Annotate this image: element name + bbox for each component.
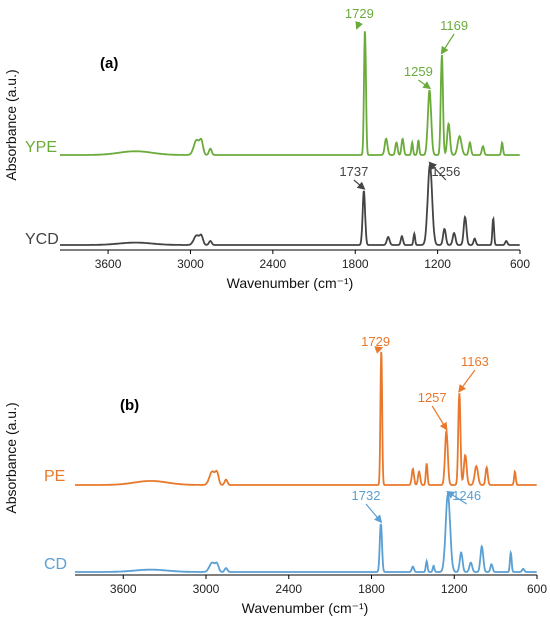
panel-b-lines xyxy=(75,351,537,573)
x-tick-label: 1200 xyxy=(441,582,468,596)
peak-label: 1729 xyxy=(361,334,390,349)
peak-label: 1732 xyxy=(352,488,381,503)
x-tick-label: 1800 xyxy=(358,582,385,596)
panel-b-y-title: Absorbance (a.u.) xyxy=(3,402,19,513)
series-line-ycd xyxy=(60,161,520,246)
panel-b-label: (b) xyxy=(120,397,139,414)
series-label-pe: PE xyxy=(44,468,65,485)
series-line-ype xyxy=(60,31,520,156)
series-label-ype: YPE xyxy=(25,139,57,156)
x-tick-label: 3000 xyxy=(193,582,220,596)
x-tick-label: 1800 xyxy=(342,257,369,271)
peak-arrow xyxy=(418,79,432,90)
peak-arrow xyxy=(431,405,448,431)
peak-label: 1169 xyxy=(440,18,468,33)
x-tick-label: 3600 xyxy=(110,582,137,596)
peak-label: 1246 xyxy=(452,488,481,503)
peak-arrow xyxy=(353,179,366,190)
series-label-cd: CD xyxy=(44,556,67,573)
peak-arrow xyxy=(355,20,363,30)
panel-a: 3600 3000 2400 1800 1200 600 1729 1259 1169 1737… xyxy=(3,6,530,291)
x-tick-label: 3000 xyxy=(177,257,204,271)
x-tick-label: 600 xyxy=(510,257,530,271)
series-line-cd xyxy=(75,492,537,573)
panel-a-ticks: 3600 3000 2400 1800 1200 600 xyxy=(95,250,530,271)
peak-label: 1256 xyxy=(431,164,460,179)
peak-label: 1737 xyxy=(339,164,368,179)
peak-arrow xyxy=(458,369,476,393)
peak-label: 1729 xyxy=(345,6,374,21)
panel-b-annotations: 1729 1257 1163 1732 1246 xyxy=(352,334,489,524)
peak-arrow xyxy=(440,33,455,55)
peak-arrow xyxy=(446,490,467,505)
peak-label: 1259 xyxy=(404,64,433,79)
panel-b: 3600 3000 2400 1800 1200 600 1729 1257 1163 1732… xyxy=(3,334,547,616)
x-tick-label: 600 xyxy=(527,582,547,596)
series-line-pe xyxy=(75,351,537,486)
panel-a-x-title: Wavenumber (cm⁻¹) xyxy=(227,275,354,291)
peak-arrow xyxy=(428,161,447,181)
series-label-ycd: YCD xyxy=(25,231,59,248)
panel-b-x-title: Wavenumber (cm⁻¹) xyxy=(242,600,369,616)
panel-a-annotations: 1729 1259 1169 1737 1256 xyxy=(339,6,468,190)
x-tick-label: 3600 xyxy=(95,257,122,271)
panel-a-label: (a) xyxy=(100,55,118,72)
x-tick-label: 2400 xyxy=(259,257,286,271)
peak-label: 1257 xyxy=(418,390,447,405)
panel-a-y-title: Absorbance (a.u.) xyxy=(3,69,19,180)
peak-label: 1163 xyxy=(461,354,489,369)
panel-b-ticks: 3600 3000 2400 1800 1200 600 xyxy=(110,575,547,596)
peak-arrow xyxy=(374,346,384,354)
peak-arrow xyxy=(365,503,383,524)
panel-a-lines xyxy=(60,31,520,246)
x-tick-label: 1200 xyxy=(424,257,451,271)
x-tick-label: 2400 xyxy=(275,582,302,596)
